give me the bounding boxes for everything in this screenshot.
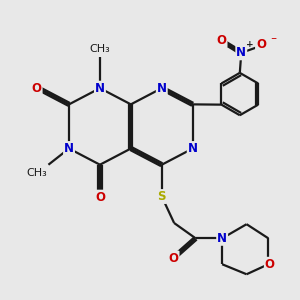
Text: N: N xyxy=(236,46,246,59)
Text: N: N xyxy=(188,142,198,155)
Text: O: O xyxy=(95,190,105,204)
Text: O: O xyxy=(32,82,42,95)
Text: CH₃: CH₃ xyxy=(90,44,110,54)
Text: O: O xyxy=(265,258,275,271)
Text: N: N xyxy=(64,142,74,155)
Text: CH₃: CH₃ xyxy=(26,168,47,178)
Text: ⁻: ⁻ xyxy=(271,35,277,48)
Text: S: S xyxy=(158,190,166,203)
Text: N: N xyxy=(95,82,105,95)
Text: N: N xyxy=(157,82,167,95)
Text: O: O xyxy=(217,34,226,47)
Text: O: O xyxy=(256,38,266,51)
Text: O: O xyxy=(169,252,178,265)
Text: +: + xyxy=(246,40,254,49)
Text: N: N xyxy=(217,232,227,245)
